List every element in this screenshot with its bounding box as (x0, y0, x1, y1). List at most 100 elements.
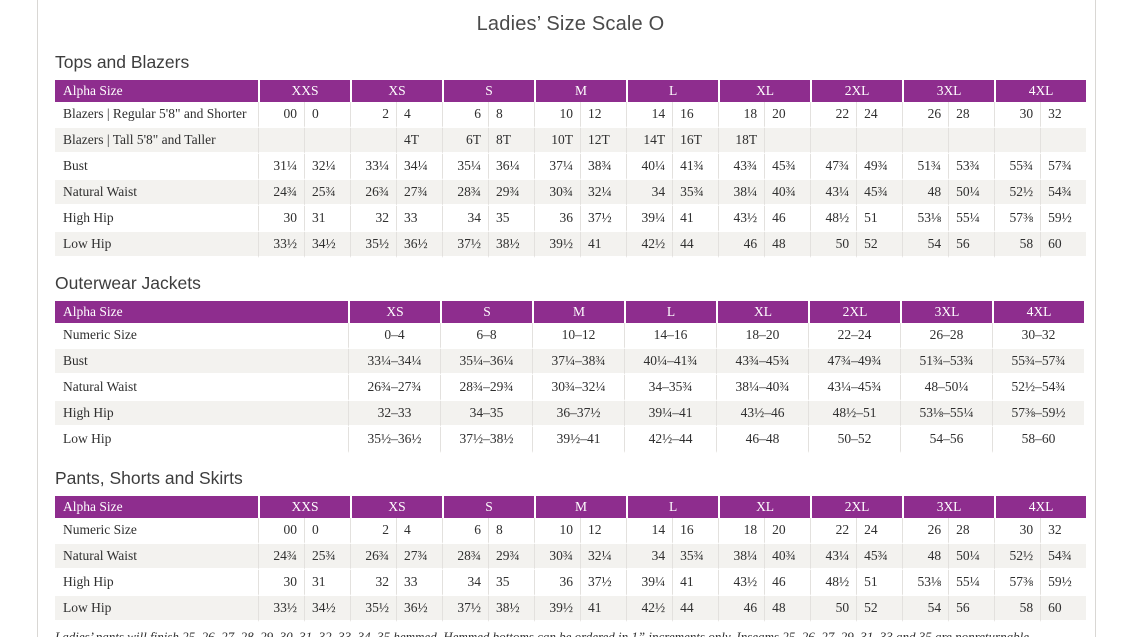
value-cell: 31 (304, 206, 351, 232)
value-cell: 37¼–38¾ (532, 349, 624, 375)
value-cell: 12T (580, 128, 627, 154)
header-row: Alpha Size XS S M L XL 2XL 3XL 4XL (55, 301, 1084, 323)
value-cell: 37½ (580, 206, 627, 232)
value-cell: 48½ (810, 206, 857, 232)
value-cell (350, 128, 397, 154)
value-cell: 24 (856, 102, 903, 128)
value-cell: 28¾ (442, 544, 489, 570)
value-cell: 58 (994, 596, 1041, 622)
page-border-left (37, 0, 38, 637)
value-cell: 57⅜ (994, 570, 1041, 596)
column-header: L (626, 496, 719, 518)
value-cell: 39½–41 (532, 427, 624, 453)
column-header: 3XL (900, 301, 992, 323)
value-cell: 26¾ (350, 544, 397, 570)
value-cell: 58–60 (992, 427, 1084, 453)
table-row: Natural Waist 26¾–27¾ 28¾–29¾ 30¾–32¼ 34–35¾… (55, 375, 1084, 401)
column-header: XS (350, 496, 443, 518)
value-cell: 29¾ (488, 180, 535, 206)
value-cell: 33 (396, 206, 443, 232)
value-cell: 33¼ (350, 154, 397, 180)
value-cell: 35 (488, 206, 535, 232)
size-table: Alpha Size XS S M L XL 2XL 3XL 4XL Numeric Size 0–… (55, 301, 1084, 453)
size-table: Alpha Size XXS XS S M L XL 2XL 3XL 4XL Numeric Siz… (55, 496, 1087, 622)
value-cell: 22 (810, 102, 857, 128)
value-cell: 44 (672, 596, 719, 622)
value-cell: 20 (764, 102, 811, 128)
value-cell: 26¾ (350, 180, 397, 206)
value-cell: 40¾ (764, 180, 811, 206)
row-label: High Hip (55, 570, 258, 596)
value-cell: 37½ (442, 596, 489, 622)
section-heading-tops-and-blazers: Tops and Blazers (55, 52, 190, 72)
value-cell: 40¼ (626, 154, 673, 180)
value-cell: 48 (764, 232, 811, 258)
value-cell: 16 (672, 102, 719, 128)
value-cell (304, 128, 351, 154)
value-cell: 43½ (718, 570, 765, 596)
value-cell: 57⅜–59½ (992, 401, 1084, 427)
value-cell: 48–50¼ (900, 375, 992, 401)
value-cell: 39¼ (626, 570, 673, 596)
value-cell: 8 (488, 518, 535, 544)
value-cell: 28¾ (442, 180, 489, 206)
value-cell: 33½ (258, 232, 304, 258)
value-cell: 36 (534, 206, 581, 232)
value-cell: 00 (258, 518, 304, 544)
row-label: Low Hip (55, 427, 348, 453)
value-cell: 34 (442, 206, 489, 232)
section-outerwear-jackets: Outerwear Jackets Alpha Size XS S M L XL 2XL 3X… (55, 273, 1086, 453)
value-cell (764, 128, 811, 154)
value-cell: 25¾ (304, 180, 351, 206)
value-cell: 54–56 (900, 427, 992, 453)
row-label: Numeric Size (55, 323, 348, 349)
value-cell: 43¾ (718, 154, 765, 180)
column-header: M (534, 80, 627, 102)
value-cell: 12 (580, 518, 627, 544)
table-row: Natural Waist 24¾ 25¾ 26¾ 27¾ 28¾ 29¾ 30¾ 32¼ 34 3… (55, 180, 1087, 206)
value-cell: 43¼ (810, 180, 857, 206)
value-cell: 50–52 (808, 427, 900, 453)
value-cell: 57¾ (1040, 154, 1087, 180)
value-cell: 26 (902, 518, 949, 544)
value-cell: 41 (672, 570, 719, 596)
table-row: High Hip 30 31 32 33 34 35 36 37½ 39¼ 41 43½ 46 48½ 51… (55, 570, 1087, 596)
value-cell: 10T (534, 128, 581, 154)
value-cell: 30¾ (534, 544, 581, 570)
value-cell: 35¼ (442, 154, 489, 180)
value-cell: 26¾–27¾ (348, 375, 440, 401)
size-table: Alpha Size XXS XS S M L XL 2XL 3XL 4XL Blazers | R… (55, 80, 1087, 258)
row-label: Blazers | Regular 5'8" and Shorter (55, 102, 258, 128)
value-cell: 37½ (580, 570, 627, 596)
value-cell: 35½ (350, 596, 397, 622)
page-title: Ladies’ Size Scale O (476, 13, 665, 35)
table-row: Low Hip 33½ 34½ 35½ 36½ 37½ 38½ 39½ 41 42½ 44 46 48 5… (55, 232, 1087, 258)
value-cell: 54¾ (1040, 180, 1087, 206)
value-cell: 51¾–53¾ (900, 349, 992, 375)
table-row: High Hip 32–33 34–35 36–37½ 39¼–41 43½–46 48½–… (55, 401, 1084, 427)
value-cell: 33½ (258, 596, 304, 622)
value-cell: 48 (764, 596, 811, 622)
table-row: Numeric Size 00 0 2 4 6 8 10 12 14 16 18 20 22 24 26 28 3… (55, 518, 1087, 544)
value-cell: 32 (1040, 102, 1087, 128)
table-row: Bust 31¼ 32¼ 33¼ 34¼ 35¼ 36¼ 37¼ 38¾ 40¼ 41¾ 43¾ 45¾… (55, 154, 1087, 180)
section-tops-and-blazers: Tops and Blazers Alpha Size XXS XS S M L XL 2XL… (55, 52, 1087, 258)
column-header: XL (716, 301, 808, 323)
value-cell: 28 (948, 102, 995, 128)
value-cell (258, 128, 304, 154)
value-cell: 14T (626, 128, 673, 154)
value-cell: 33 (396, 570, 443, 596)
value-cell: 54¾ (1040, 544, 1087, 570)
column-header: S (440, 301, 532, 323)
value-cell: 51 (856, 570, 903, 596)
value-cell: 37½–38½ (440, 427, 532, 453)
value-cell: 32¼ (580, 180, 627, 206)
value-cell: 45¾ (856, 544, 903, 570)
value-cell: 53⅛–55¼ (900, 401, 992, 427)
value-cell: 4 (396, 518, 443, 544)
table-row: Low Hip 33½ 34½ 35½ 36½ 37½ 38½ 39½ 41 42½ 44 46 48 5… (55, 596, 1087, 622)
column-header: L (626, 80, 719, 102)
value-cell: 47¾–49¾ (808, 349, 900, 375)
value-cell: 10 (534, 518, 581, 544)
value-cell: 43½–46 (716, 401, 808, 427)
